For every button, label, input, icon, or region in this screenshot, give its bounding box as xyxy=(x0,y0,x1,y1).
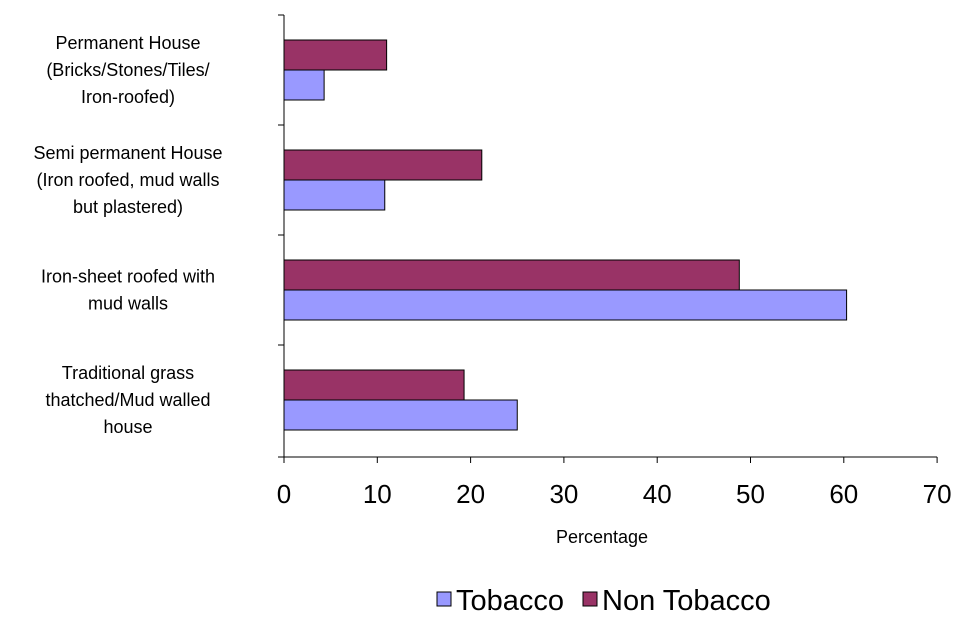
bars-group xyxy=(283,39,848,431)
x-tick-label: 30 xyxy=(549,479,578,509)
bar-tobacco xyxy=(283,69,325,101)
category-label: Semi permanent House (Iron roofed, mud wa… xyxy=(33,143,222,217)
bar-non-tobacco xyxy=(283,369,465,401)
category-label: Iron-sheet roofed with mud walls xyxy=(41,267,215,314)
axis-ticks xyxy=(278,14,938,463)
bar-tobacco xyxy=(283,179,386,211)
x-tick-labels: 0 10 20 30 40 50 60 70 xyxy=(277,479,952,509)
category-labels: Permanent House (Bricks/Stones/Tiles/Iron… xyxy=(33,33,222,437)
x-tick-label: 60 xyxy=(829,479,858,509)
bar-non-tobacco xyxy=(283,149,483,181)
x-tick-label: 0 xyxy=(277,479,291,509)
legend-swatch xyxy=(582,591,598,607)
bar-non-tobacco xyxy=(283,259,740,291)
legend-label: Non Tobacco xyxy=(602,585,771,617)
bar-non-tobacco xyxy=(283,39,388,71)
legend-swatch xyxy=(436,591,452,607)
x-tick-label: 20 xyxy=(456,479,485,509)
x-tick-label: 70 xyxy=(923,479,952,509)
x-axis-title: Percentage xyxy=(556,527,648,547)
category-label: Permanent House (Bricks/Stones/Tiles/Iron… xyxy=(46,33,209,107)
bar-tobacco xyxy=(283,289,848,321)
x-tick-label: 40 xyxy=(643,479,672,509)
legend: Tobacco Non Tobacco xyxy=(436,585,771,617)
x-tick-label: 10 xyxy=(363,479,392,509)
category-label: Traditional grass thatched/Mud walled hous… xyxy=(45,363,210,437)
x-tick-label: 50 xyxy=(736,479,765,509)
legend-label: Tobacco xyxy=(456,585,564,617)
bar-tobacco xyxy=(283,399,518,431)
